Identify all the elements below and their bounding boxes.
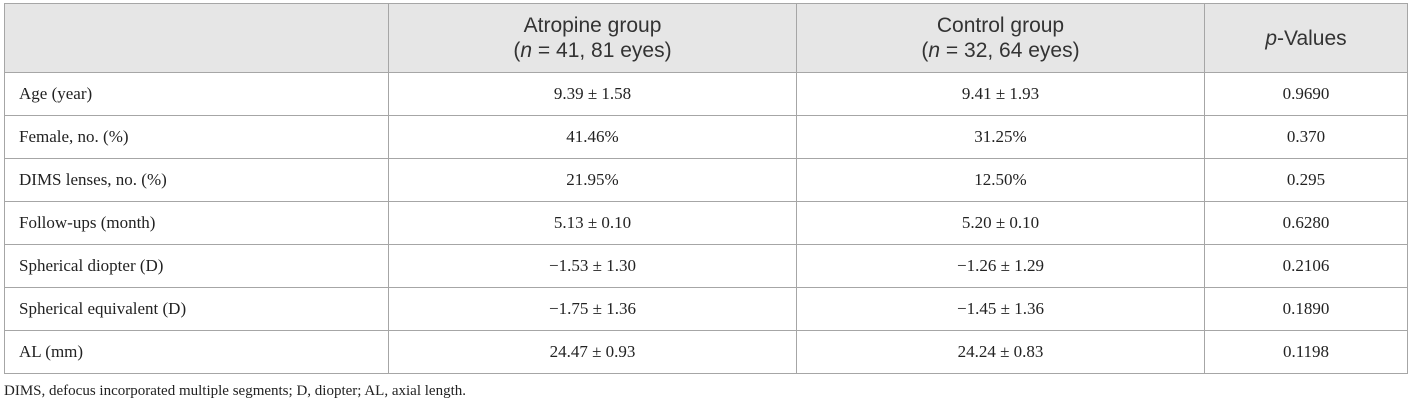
atropine-value: 24.47 ± 0.93 [388,330,797,374]
control-value: 5.20 ± 0.10 [796,201,1205,245]
header-empty [4,3,389,73]
control-value: 9.41 ± 1.93 [796,72,1205,116]
header-atropine-n-var: n [520,39,533,62]
row-label: Spherical diopter (D) [4,244,389,288]
header-p-values: p-Values [1204,3,1408,73]
p-value: 0.9690 [1204,72,1408,116]
header-p-var: p [1265,26,1278,50]
header-atropine-n: = 41, 81 eyes) [532,39,672,62]
row-label: Age (year) [4,72,389,116]
control-value: −1.26 ± 1.29 [796,244,1205,288]
baseline-table: Atropine group (n = 41, 81 eyes) Control… [4,3,1408,374]
control-value: −1.45 ± 1.36 [796,287,1205,331]
table-row: Female, no. (%) 41.46% 31.25% 0.370 [4,115,1408,159]
row-label: AL (mm) [4,330,389,374]
row-label: DIMS lenses, no. (%) [4,158,389,202]
table-row: Age (year) 9.39 ± 1.58 9.41 ± 1.93 0.9690 [4,72,1408,116]
header-control-group: Control group (n = 32, 64 eyes) [796,3,1205,73]
header-row: Atropine group (n = 41, 81 eyes) Control… [4,3,1408,73]
table-row: Spherical equivalent (D) −1.75 ± 1.36 −1.4… [4,287,1408,331]
control-value: 31.25% [796,115,1205,159]
header-p-rest: -Values [1277,26,1347,50]
row-label: Follow-ups (month) [4,201,389,245]
p-value: 0.6280 [1204,201,1408,245]
row-label: Spherical equivalent (D) [4,287,389,331]
atropine-value: 21.95% [388,158,797,202]
atropine-value: 9.39 ± 1.58 [388,72,797,116]
header-control-n-var: n [928,39,941,62]
p-value: 0.1890 [1204,287,1408,331]
table-body: Age (year) 9.39 ± 1.58 9.41 ± 1.93 0.9690 Fe… [4,72,1408,374]
table-row: AL (mm) 24.47 ± 0.93 24.24 ± 0.83 0.1198 [4,330,1408,374]
p-value: 0.2106 [1204,244,1408,288]
atropine-value: −1.53 ± 1.30 [388,244,797,288]
p-value: 0.1198 [1204,330,1408,374]
table-row: DIMS lenses, no. (%) 21.95% 12.50% 0.295 [4,158,1408,202]
atropine-value: 5.13 ± 0.10 [388,201,797,245]
control-value: 12.50% [796,158,1205,202]
table-row: Spherical diopter (D) −1.53 ± 1.30 −1.26 ±… [4,244,1408,288]
atropine-value: 41.46% [388,115,797,159]
p-value: 0.295 [1204,158,1408,202]
row-label: Female, no. (%) [4,115,389,159]
table-footnote: DIMS, defocus incorporated multiple segm… [4,383,466,399]
atropine-value: −1.75 ± 1.36 [388,287,797,331]
table-row: Follow-ups (month) 5.13 ± 0.10 5.20 ± 0.10… [4,201,1408,245]
header-control-title: Control group [936,14,1065,37]
header-atropine-group: Atropine group (n = 41, 81 eyes) [388,3,797,73]
control-value: 24.24 ± 0.83 [796,330,1205,374]
header-atropine-title: Atropine group [523,14,662,37]
header-control-n: = 32, 64 eyes) [940,39,1080,62]
p-value: 0.370 [1204,115,1408,159]
